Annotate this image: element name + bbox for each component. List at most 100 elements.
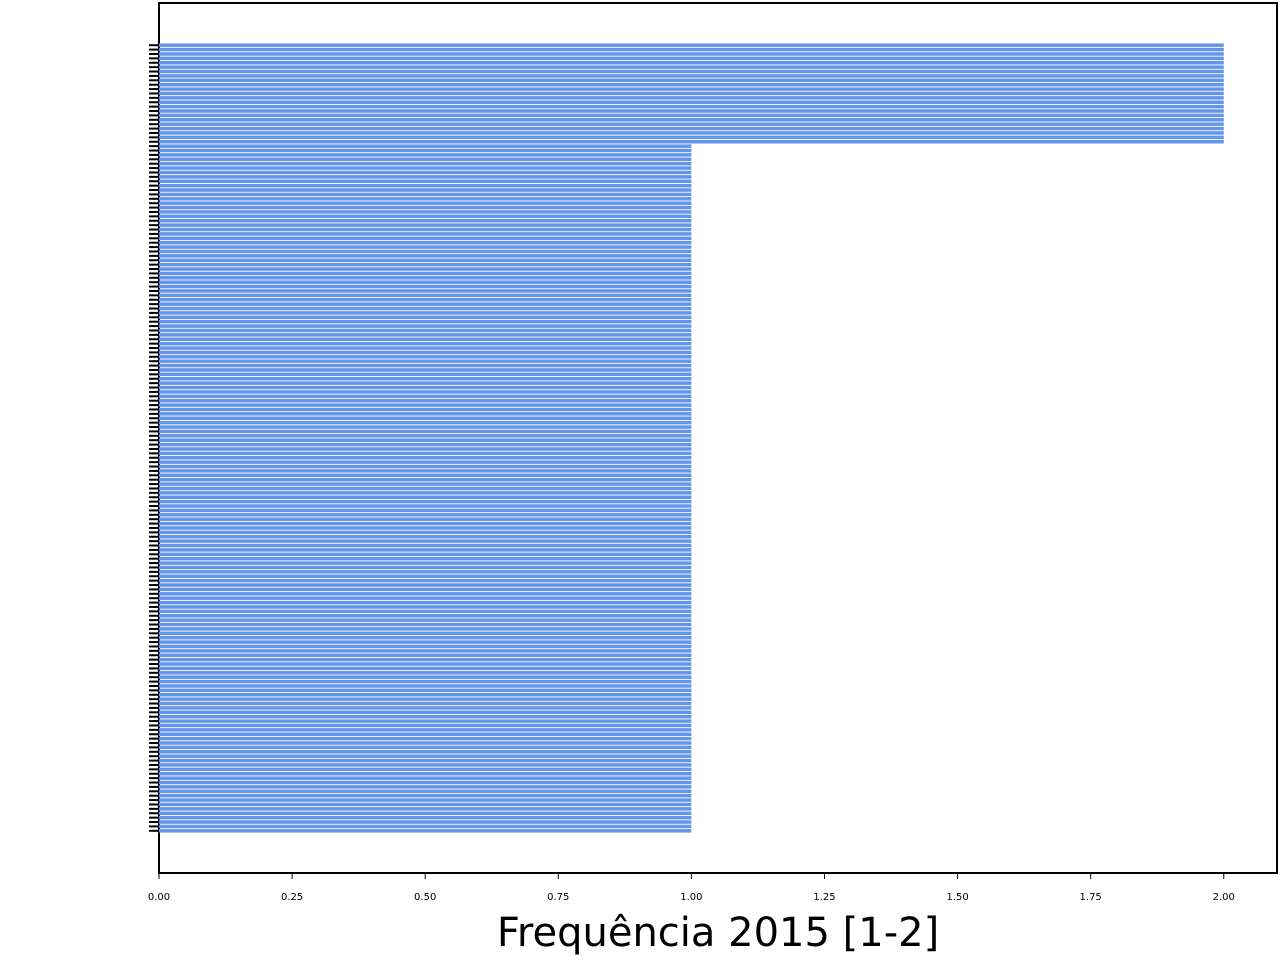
bar xyxy=(159,346,692,350)
bar xyxy=(159,214,692,219)
bar xyxy=(159,376,692,381)
bar xyxy=(159,504,692,508)
bar xyxy=(159,728,692,732)
bar xyxy=(159,245,692,249)
bar xyxy=(159,236,692,241)
bar xyxy=(159,324,692,328)
bar xyxy=(159,210,692,214)
bar xyxy=(159,47,1224,52)
x-tick-label: 1.50 xyxy=(946,892,968,903)
bar xyxy=(159,394,692,399)
bar xyxy=(159,706,692,710)
bar xyxy=(159,100,1224,105)
bar xyxy=(159,662,692,666)
bar xyxy=(159,82,1224,87)
bar xyxy=(159,793,692,798)
bar xyxy=(159,776,692,780)
bar xyxy=(159,613,692,618)
bar xyxy=(159,254,692,258)
bar xyxy=(159,675,692,679)
bar xyxy=(159,600,692,605)
bar xyxy=(159,486,692,491)
bar xyxy=(159,513,692,517)
x-tick-label: 1.00 xyxy=(680,892,702,903)
bar xyxy=(159,201,692,205)
bar xyxy=(159,302,692,306)
bar xyxy=(159,622,692,627)
x-tick-label: 2.00 xyxy=(1213,892,1235,903)
bar xyxy=(159,87,1224,91)
bar xyxy=(159,732,692,737)
bar xyxy=(159,495,692,500)
bar xyxy=(159,311,692,315)
bar xyxy=(159,148,692,153)
bar xyxy=(159,175,692,179)
bar xyxy=(159,420,692,425)
bar xyxy=(159,684,692,688)
bar xyxy=(159,267,692,271)
bar xyxy=(159,824,692,829)
bar xyxy=(159,745,692,750)
x-axis-label: Frequência 2015 [1-2] xyxy=(497,910,939,956)
bar xyxy=(159,355,692,359)
bar xyxy=(159,771,692,776)
bar xyxy=(159,403,692,407)
bar xyxy=(159,289,692,293)
bar xyxy=(159,249,692,254)
bar xyxy=(159,820,692,824)
bar xyxy=(159,359,692,363)
bar xyxy=(159,526,692,530)
bar xyxy=(159,635,692,640)
bar xyxy=(159,583,692,587)
bar xyxy=(159,262,692,267)
bar xyxy=(159,434,692,438)
bar xyxy=(159,723,692,728)
bar xyxy=(159,280,692,284)
bar xyxy=(159,258,692,263)
bar xyxy=(159,153,692,157)
bar xyxy=(159,179,692,184)
bar xyxy=(159,482,692,486)
bar xyxy=(159,552,692,557)
bar xyxy=(159,166,692,170)
x-tick-label: 0.50 xyxy=(414,892,436,903)
bar xyxy=(159,508,692,513)
bar xyxy=(159,223,692,227)
bar xyxy=(159,192,692,197)
bar xyxy=(159,74,1224,78)
bar xyxy=(159,521,692,526)
bar xyxy=(159,785,692,789)
bar xyxy=(159,596,692,600)
bar xyxy=(159,284,692,289)
bar xyxy=(159,605,692,609)
bar xyxy=(159,350,692,355)
bar xyxy=(159,126,1224,131)
bar xyxy=(159,135,1224,140)
bar xyxy=(159,719,692,723)
bar xyxy=(159,754,692,758)
bar xyxy=(159,736,692,741)
bar xyxy=(159,618,692,622)
bar xyxy=(159,829,692,833)
bar xyxy=(159,447,692,451)
x-tick-label: 1.25 xyxy=(813,892,835,903)
bar xyxy=(159,811,692,816)
bar xyxy=(159,534,692,539)
bar xyxy=(159,499,692,504)
bar xyxy=(159,188,692,192)
bar xyxy=(159,109,1224,113)
bar xyxy=(159,798,692,802)
bar xyxy=(159,429,692,434)
bar xyxy=(159,807,692,811)
bar xyxy=(159,78,1224,83)
bar xyxy=(159,701,692,706)
bar xyxy=(159,815,692,820)
bar xyxy=(159,183,692,188)
bar xyxy=(159,469,692,473)
bar xyxy=(159,451,692,456)
bar xyxy=(159,297,692,302)
bar xyxy=(159,381,692,385)
bar xyxy=(159,118,1224,122)
bar xyxy=(159,122,1224,126)
